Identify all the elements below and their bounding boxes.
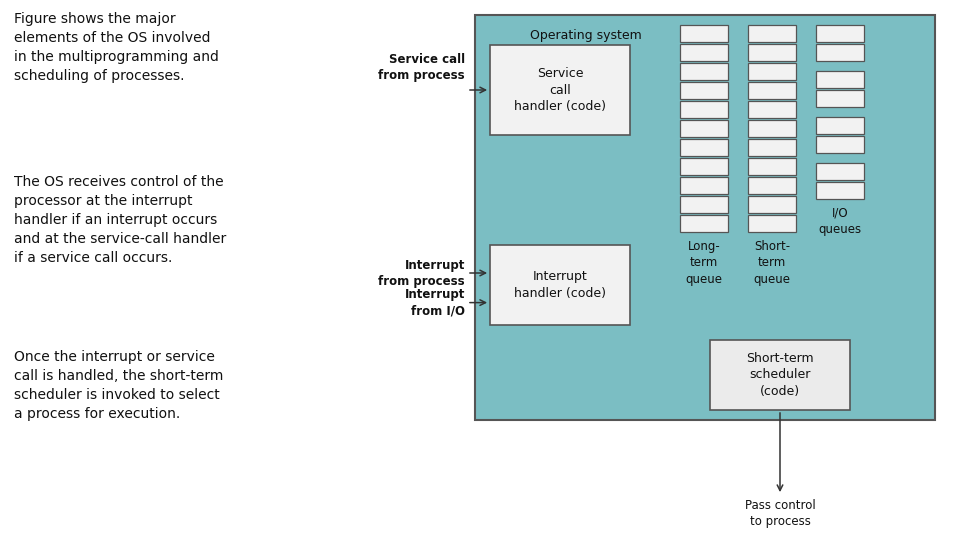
Text: Interrupt
from process: Interrupt from process [378,259,465,287]
Bar [748,63,796,80]
Bar [680,44,728,61]
Bar [680,139,728,156]
Bar [680,82,728,99]
Bar [490,245,630,325]
Text: The OS receives control of the
processor at the interrupt
handler if an interrup: The OS receives control of the processor… [14,175,227,265]
Bar [680,25,728,42]
Bar [748,101,796,118]
Bar [816,71,864,88]
Text: I/O
queues: I/O queues [819,207,861,237]
Bar [748,139,796,156]
Text: Interrupt
handler (code): Interrupt handler (code) [514,270,606,300]
Bar [816,136,864,153]
Bar [490,45,630,135]
Bar [680,196,728,213]
Text: Pass control
to process: Pass control to process [745,499,815,528]
Bar [680,158,728,175]
Text: Figure shows the major
elements of the OS involved
in the multiprogramming and
s: Figure shows the major elements of the O… [14,12,219,83]
Bar [680,101,728,118]
Text: Interrupt
from I/O: Interrupt from I/O [404,288,465,317]
Bar [475,15,935,420]
Text: Service
call
handler (code): Service call handler (code) [514,67,606,113]
Bar [710,340,850,410]
Bar [748,158,796,175]
Bar [816,44,864,61]
Bar [748,196,796,213]
Bar [748,82,796,99]
Bar [748,120,796,137]
Bar [816,90,864,107]
Bar [680,120,728,137]
Text: Once the interrupt or service
call is handled, the short-term
scheduler is invok: Once the interrupt or service call is ha… [14,350,224,421]
Bar [680,177,728,194]
Bar [816,117,864,134]
Bar [816,25,864,42]
Bar [748,177,796,194]
Bar [748,44,796,61]
Bar [816,163,864,180]
Text: Short-term
scheduler
(code): Short-term scheduler (code) [746,352,814,398]
Text: Operating system: Operating system [530,29,641,42]
Bar [748,25,796,42]
Bar [680,215,728,232]
Bar [748,215,796,232]
Bar [680,63,728,80]
Text: Long-
term
queue: Long- term queue [685,240,723,286]
Text: Service call
from process: Service call from process [378,53,465,82]
Text: Short-
term
queue: Short- term queue [754,240,790,286]
Bar [816,182,864,199]
